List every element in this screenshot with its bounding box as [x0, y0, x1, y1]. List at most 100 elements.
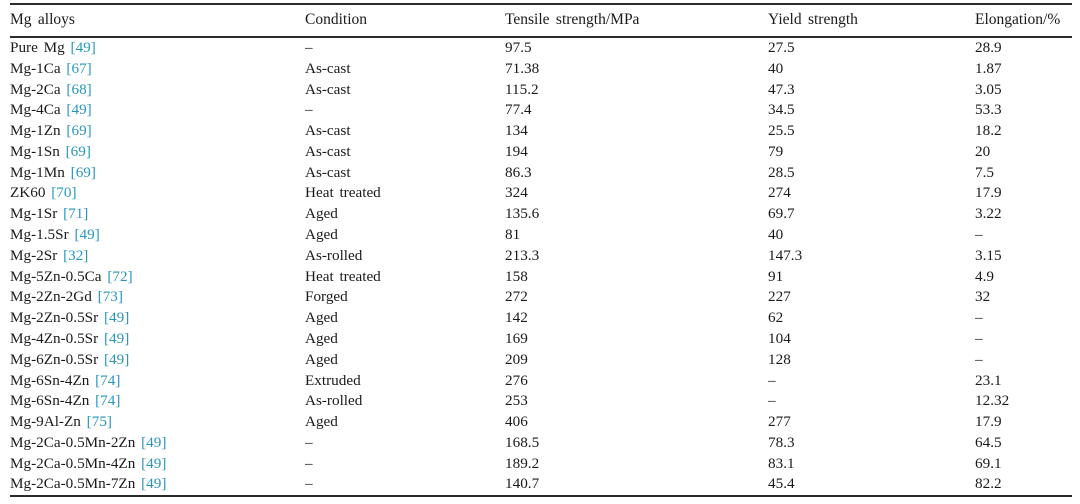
- alloy-name: Mg-2Ca-0.5Mn-2Zn: [10, 433, 136, 451]
- alloy-name: ZK60: [10, 184, 46, 202]
- alloy-name: Mg-1Zn: [10, 122, 61, 140]
- citation-link[interactable]: [74]: [95, 392, 121, 410]
- cell-alloy: Mg-2Ca [68]: [10, 80, 305, 101]
- citation-link[interactable]: [74]: [95, 371, 121, 389]
- cell-elongation: 23.1: [975, 371, 1002, 389]
- cell-elongation: –: [975, 226, 983, 244]
- cell-elongation: 82.2: [975, 475, 1002, 493]
- cell-condition: Forged: [305, 288, 348, 306]
- cell-condition: –: [305, 101, 313, 119]
- cell-alloy: Mg-9Al-Zn [75]: [10, 412, 305, 433]
- citation-link[interactable]: [69]: [65, 142, 91, 160]
- table-row: Mg-1Sn [69] As-cast 194 79 20: [10, 142, 1072, 163]
- cell-condition: As-rolled: [305, 246, 363, 264]
- citation-link[interactable]: [49]: [103, 329, 130, 347]
- citation-link[interactable]: [49]: [141, 454, 167, 472]
- citation-link[interactable]: [69]: [66, 122, 92, 140]
- cell-alloy: Mg-4Zn-0.5Sr [49]: [10, 329, 305, 350]
- cell-elongation: –: [975, 329, 983, 347]
- alloy-name: Mg-1Ca: [10, 59, 61, 77]
- table-row: Mg-9Al-Zn [75] Aged 406 277 17.9: [10, 412, 1072, 433]
- citation-link[interactable]: [49]: [103, 309, 130, 327]
- column-header: Elongation/%: [975, 4, 1072, 38]
- citation-link[interactable]: [49]: [66, 101, 92, 119]
- cell-yield-strength: 62: [768, 309, 784, 327]
- column-header: Condition: [305, 4, 505, 38]
- citation-link[interactable]: [72]: [107, 267, 133, 285]
- citation-link[interactable]: [75]: [86, 413, 112, 431]
- cell-elongation: 4.9: [975, 267, 994, 285]
- cell-alloy: Mg-2Sr [32]: [10, 246, 305, 267]
- alloy-name: Mg-6Zn-0.5Sr: [10, 350, 99, 368]
- cell-tensile-strength: 213.3: [505, 246, 540, 264]
- cell-yield-strength: 78.3: [768, 433, 795, 451]
- cell-yield-strength: –: [768, 371, 776, 389]
- cell-condition: As-cast: [305, 142, 351, 160]
- table-row: Mg-2Sr [32] As-rolled 213.3 147.3 3.15: [10, 246, 1072, 267]
- cell-condition: As-cast: [305, 163, 351, 181]
- cell-tensile-strength: 189.2: [505, 454, 540, 472]
- cell-condition: Aged: [305, 205, 338, 223]
- cell-yield-strength: 69.7: [768, 205, 795, 223]
- citation-link[interactable]: [49]: [103, 350, 130, 368]
- cell-yield-strength: 274: [768, 184, 791, 202]
- citation-link[interactable]: [49]: [70, 39, 96, 56]
- citation-link[interactable]: [69]: [70, 163, 96, 181]
- table-row: Mg-1Sr [71] Aged 135.6 69.7 3.22: [10, 204, 1072, 225]
- citation-link[interactable]: [49]: [74, 226, 100, 244]
- citation-link[interactable]: [67]: [66, 59, 92, 77]
- cell-tensile-strength: 97.5: [505, 39, 532, 56]
- alloy-name: Pure Mg: [10, 39, 65, 56]
- citation-link[interactable]: [71]: [63, 205, 89, 223]
- cell-yield-strength: 28.5: [768, 163, 795, 181]
- cell-condition: Extruded: [305, 371, 361, 389]
- cell-alloy: Mg-6Zn-0.5Sr [49]: [10, 350, 305, 371]
- citation-link[interactable]: [32]: [63, 246, 89, 264]
- table-row: Mg-4Zn-0.5Sr [49] Aged 169 104–: [10, 329, 1072, 350]
- cell-alloy: Mg-6Sn-4Zn [74]: [10, 391, 305, 412]
- cell-tensile-strength: 169: [505, 329, 528, 347]
- cell-yield-strength: 47.3: [768, 80, 795, 98]
- citation-link[interactable]: [70]: [51, 184, 77, 202]
- cell-condition: Aged: [305, 350, 338, 368]
- alloy-name: Mg-2Sr: [10, 246, 58, 264]
- cell-elongation: 64.5: [975, 433, 1002, 451]
- cell-yield-strength: 147.3: [768, 246, 803, 264]
- alloy-name: Mg-2Zn-0.5Sr: [10, 309, 99, 327]
- cell-alloy: Mg-1Mn [69]: [10, 163, 305, 184]
- cell-yield-strength: 27.5: [768, 39, 795, 56]
- cell-alloy: Mg-1.5Sr [49]: [10, 225, 305, 246]
- cell-elongation: 12.32: [975, 392, 1010, 410]
- citation-link[interactable]: [68]: [66, 80, 92, 98]
- cell-alloy: Mg-2Zn-2Gd [73]: [10, 287, 305, 308]
- cell-yield-strength: 40: [768, 59, 784, 77]
- cell-tensile-strength: 134: [505, 122, 528, 140]
- cell-elongation: 17.9: [975, 184, 1002, 202]
- table-row: Mg-2Ca-0.5Mn-2Zn [49] –168.5 78.3 64.5: [10, 433, 1072, 454]
- cell-tensile-strength: 135.6: [505, 205, 540, 223]
- citation-link[interactable]: [49]: [141, 475, 167, 493]
- table-row: Mg-2Zn-0.5Sr [49] Aged 142 62–: [10, 308, 1072, 329]
- cell-alloy: Mg-1Sn [69]: [10, 142, 305, 163]
- column-header: Yield strength: [768, 4, 975, 38]
- alloy-name: Mg-1Sr: [10, 205, 58, 223]
- citation-link[interactable]: [73]: [97, 288, 123, 306]
- table-row: Pure Mg [49] –97.5 27.5 28.9: [10, 37, 1072, 59]
- alloy-name: Mg-6Sn-4Zn: [10, 392, 90, 410]
- cell-condition: –: [305, 433, 313, 451]
- table-row: Mg-1.5Sr [49] Aged 81 40–: [10, 225, 1072, 246]
- cell-yield-strength: 128: [768, 350, 791, 368]
- table-row: Mg-4Ca [49] –77.4 34.5 53.3: [10, 100, 1072, 121]
- cell-elongation: 32: [975, 288, 991, 306]
- alloy-name: Mg-6Sn-4Zn: [10, 371, 90, 389]
- cell-condition: Aged: [305, 329, 338, 347]
- cell-condition: As-cast: [305, 80, 351, 98]
- alloy-name: Mg-1.5Sr: [10, 226, 69, 244]
- cell-condition: As-cast: [305, 59, 351, 77]
- cell-condition: Aged: [305, 413, 338, 431]
- cell-yield-strength: 25.5: [768, 122, 795, 140]
- citation-link[interactable]: [49]: [141, 433, 167, 451]
- table-row: Mg-1Mn [69] As-cast 86.3 28.5 7.5: [10, 163, 1072, 184]
- cell-yield-strength: 277: [768, 413, 791, 431]
